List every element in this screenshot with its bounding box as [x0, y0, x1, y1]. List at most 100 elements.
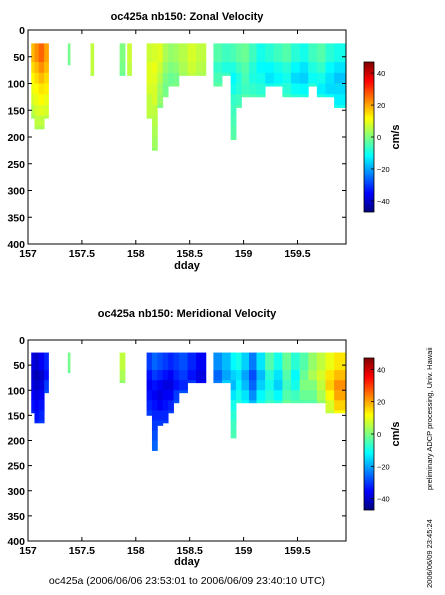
- heatmap-cell: [119, 380, 126, 384]
- heatmap-cell: [299, 62, 309, 74]
- heatmap-cell: [308, 43, 318, 63]
- heatmap-cell: [273, 380, 283, 391]
- heatmap-cell: [157, 380, 164, 391]
- heatmap-cell: [168, 390, 174, 401]
- heatmap-cell: [168, 72, 174, 84]
- heatmap-cell: [230, 137, 237, 141]
- heatmap-cell: [157, 43, 164, 63]
- heatmap-cell: [162, 380, 169, 391]
- x-tick-label: 157.5: [69, 545, 95, 557]
- heatmap-cell: [256, 380, 266, 391]
- heatmap-cell: [316, 62, 326, 74]
- heatmap-cell: [308, 72, 318, 84]
- y-tick-label: 200: [7, 132, 25, 144]
- heatmap-cell: [222, 380, 232, 384]
- heatmap-cell: [248, 83, 257, 95]
- heatmap-cell: [157, 62, 164, 74]
- heatmap-cell: [34, 43, 40, 63]
- heatmap-cell: [299, 72, 309, 84]
- heatmap-cell: [282, 94, 292, 98]
- heatmap-cell: [67, 43, 71, 63]
- heatmap-cell: [256, 62, 266, 74]
- heatmap-cell: [119, 72, 126, 76]
- heatmap-cell: [196, 380, 207, 384]
- heatmap-cell: [265, 43, 275, 63]
- heatmap-cell: [248, 400, 257, 404]
- heatmap-cell: [151, 83, 158, 95]
- timestamp-note: 2006/06/09 23:45:24: [425, 519, 434, 588]
- heatmap-cell: [334, 94, 346, 106]
- heatmap-cell: [168, 380, 174, 391]
- heatmap-cell: [265, 352, 275, 371]
- heatmap-cell: [236, 380, 242, 391]
- heatmap-cell: [241, 43, 250, 63]
- colorbar-tick-label: −40: [377, 197, 390, 206]
- heatmap-cell: [196, 62, 207, 74]
- heatmap-cell: [146, 352, 153, 371]
- heatmap-cell: [168, 370, 174, 381]
- heatmap-cell: [213, 380, 223, 384]
- y-tick-label: 250: [7, 461, 25, 473]
- heatmap-cell: [308, 370, 318, 381]
- heatmap-cell: [38, 410, 45, 421]
- heatmap-cell: [34, 370, 40, 381]
- heatmap-cell: [282, 370, 292, 381]
- heatmap-cell: [127, 62, 132, 74]
- heatmap-cell: [44, 72, 49, 84]
- heatmap-cell: [273, 390, 283, 401]
- heatmap-cell: [146, 83, 153, 95]
- heatmap-cell: [151, 115, 158, 127]
- heatmap-cell: [291, 390, 301, 401]
- heatmap-cell: [273, 43, 283, 63]
- time-range-footer: oc425a (2006/06/06 23:53:01 to 2006/06/0…: [49, 575, 325, 587]
- x-axis-label: dday: [174, 556, 201, 568]
- heatmap-cell: [316, 72, 326, 84]
- heatmap-cell: [291, 72, 301, 84]
- heatmap-cell: [34, 72, 40, 84]
- heatmap-cell: [31, 115, 35, 119]
- heatmap-cell: [146, 94, 153, 106]
- heatmap-cell: [162, 410, 169, 421]
- heatmap-cell: [256, 43, 266, 63]
- heatmap-cell: [273, 352, 283, 371]
- heatmap-cell: [31, 400, 35, 411]
- heatmap-cell: [187, 62, 197, 74]
- x-tick-label: 157: [19, 248, 37, 260]
- colorbar-tick-label: −20: [377, 165, 390, 174]
- heatmap-cell: [308, 380, 318, 391]
- x-axis-ticks: 157 157.5 158 158.5 159 159.5: [19, 30, 311, 260]
- heatmap-cell: [282, 352, 292, 371]
- colorbar-tick-label: −40: [377, 495, 390, 504]
- colorbar-ticks: 40 20 0 −20 −40: [371, 365, 390, 504]
- heatmap-cell: [316, 400, 326, 404]
- heatmap-cell: [291, 94, 301, 98]
- heatmap-cell: [38, 370, 45, 381]
- processing-note: preliminary ADCP processing, Univ. Hawai…: [425, 347, 434, 490]
- heatmap-cell: [230, 115, 237, 127]
- heatmap-cell: [38, 400, 45, 411]
- heatmap-cell: [44, 94, 49, 106]
- heatmap-cell: [213, 370, 223, 381]
- heatmap-cell: [241, 72, 250, 84]
- heatmap-cell: [34, 115, 40, 127]
- heatmap-cell: [178, 72, 188, 76]
- chart-title: oc425a nb150: Zonal Velocity: [111, 11, 265, 23]
- heatmap-cell: [31, 352, 35, 371]
- heatmap-cell: [162, 390, 169, 401]
- heatmap-cell: [38, 104, 45, 116]
- heatmap-cell: [299, 83, 309, 95]
- heatmap-cell: [230, 400, 237, 411]
- heatmap-cell: [34, 410, 40, 421]
- heatmap-cell: [162, 43, 169, 63]
- heatmap-cell: [265, 380, 275, 391]
- heatmap-cell: [162, 72, 169, 84]
- heatmap-cell: [248, 72, 257, 84]
- heatmap-cell: [31, 410, 35, 414]
- heatmap-cell: [151, 420, 158, 431]
- heatmap-cell: [241, 352, 250, 371]
- colorbar-label: cm/s: [390, 421, 402, 446]
- heatmap-cell: [273, 370, 283, 381]
- heatmap-cell: [325, 410, 335, 414]
- heatmap-cell: [38, 94, 45, 106]
- heatmap-cell: [334, 380, 346, 391]
